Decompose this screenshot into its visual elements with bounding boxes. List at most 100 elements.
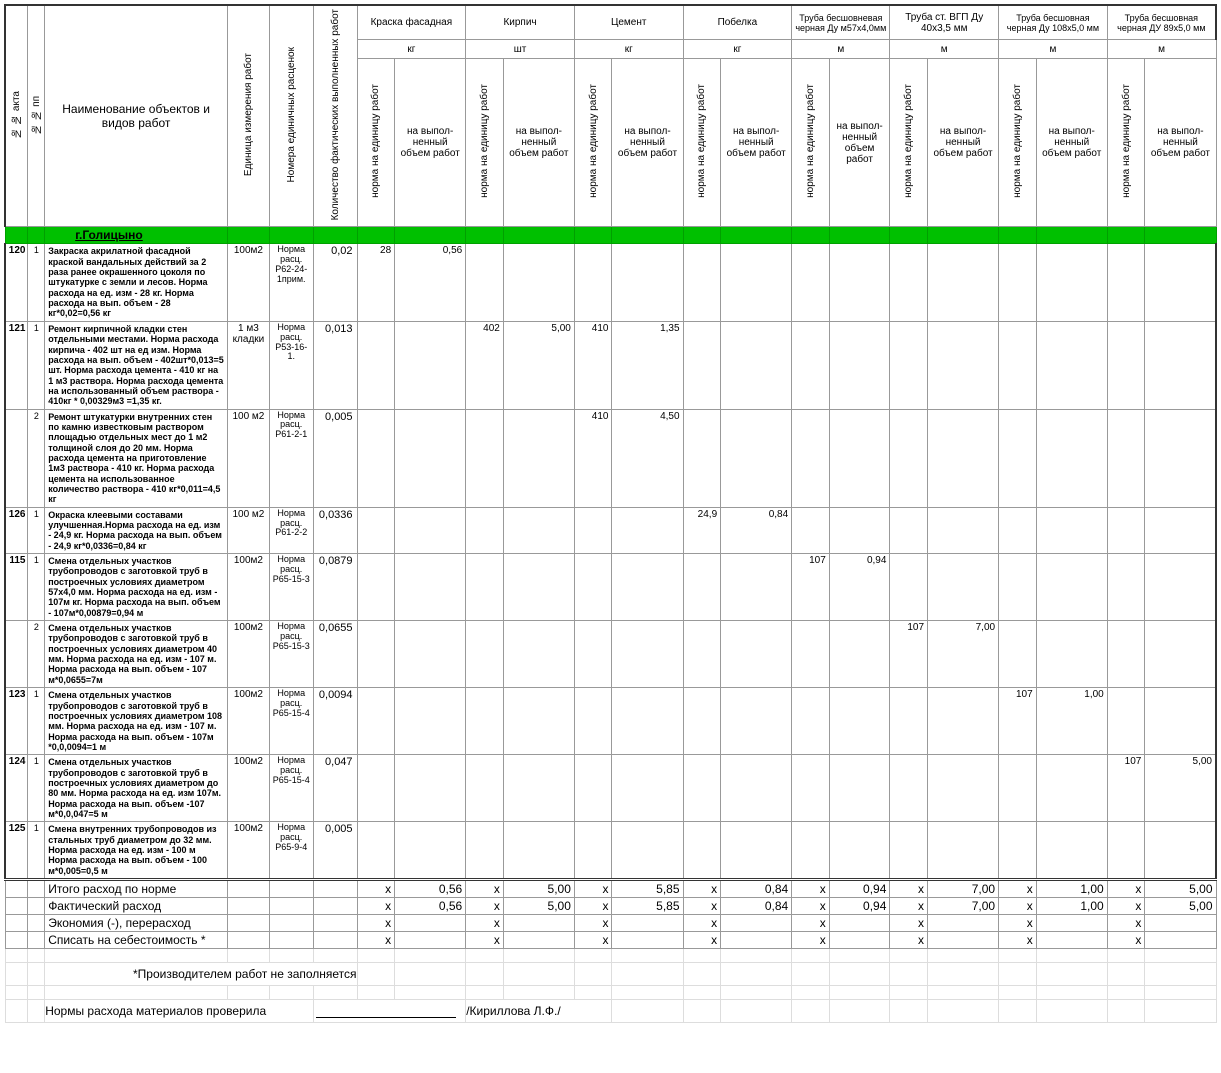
cell-norm-val-0 (357, 621, 395, 688)
summary-val-3: 0,84 (721, 898, 792, 915)
cell-akta: 125 (5, 822, 28, 880)
table-row: 1201Закраска акрилатной фасадной краской… (5, 244, 1216, 321)
cell-done-val-2 (612, 554, 683, 621)
cell-done-val-5 (928, 321, 999, 409)
cell-done-val-0 (395, 321, 466, 409)
cell-norm-val-5 (890, 507, 928, 553)
sub-norm-2: норма на единицу работ (574, 59, 612, 227)
col-norm-no: Номера единичных расценок (286, 45, 297, 184)
cell-done-val-4 (829, 321, 890, 409)
cell-norm-val-3 (683, 755, 721, 822)
cell-norm-val-1 (466, 755, 504, 822)
mat-title-7: Труба бесшовная черная ДУ 89х5,0 мм (1107, 5, 1216, 40)
cell-qty: 0,0336 (313, 507, 357, 553)
summary-x: х (792, 915, 830, 932)
summary-x: х (1107, 880, 1145, 898)
sub-done-6: на выпол-ненный объем работ (1036, 59, 1107, 227)
table-row: 1211Ремонт кирпичной кладки стен отдельн… (5, 321, 1216, 409)
cell-norm-val-3 (683, 409, 721, 507)
summary-x: х (466, 898, 504, 915)
cell-done-val-7 (1145, 554, 1216, 621)
cell-pp: 1 (28, 755, 45, 822)
summary-val-0 (395, 932, 466, 949)
summary-row: Фактический расходх0,56х5,00х5,85х0,84х0… (5, 898, 1216, 915)
summary-val-2: 5,85 (612, 898, 683, 915)
mat-title-3: Побелка (683, 5, 792, 40)
summary-x: х (357, 880, 395, 898)
cell-done-val-2 (612, 822, 683, 880)
cell-desc: Смена отдельных участков трубопроводов с… (45, 554, 228, 621)
cell-norm-val-4 (792, 621, 830, 688)
mat-title-6: Труба бесшовная черная Ду 108х5,0 мм (999, 5, 1108, 40)
summary-x: х (1107, 898, 1145, 915)
summary-val-5 (928, 932, 999, 949)
cell-norm-val-2: 410 (574, 321, 612, 409)
summary-x: х (466, 932, 504, 949)
cell-norm-val-4 (792, 409, 830, 507)
cell-norm-val-7 (1107, 822, 1145, 880)
summary-x: х (890, 932, 928, 949)
mat-title-1: Кирпич (466, 5, 575, 40)
cell-unit: 100м2 (228, 621, 270, 688)
cell-done-val-3 (721, 321, 792, 409)
cell-norm-val-5 (890, 409, 928, 507)
summary-x: х (792, 898, 830, 915)
materials-report-table: № № акта № № пп Наименование объектов и … (4, 4, 1217, 1023)
cell-done-val-0 (395, 755, 466, 822)
summary-val-1: 5,00 (503, 898, 574, 915)
summary-val-6: 1,00 (1036, 880, 1107, 898)
summary-val-3 (721, 915, 792, 932)
cell-done-val-6 (1036, 621, 1107, 688)
cell-norm: Норма расц. Р53-16-1. (269, 321, 313, 409)
cell-norm-val-0 (357, 822, 395, 880)
cell-norm: Норма расц. Р62-24-1прим. (269, 244, 313, 321)
cell-done-val-6 (1036, 822, 1107, 880)
summary-val-4: 0,94 (829, 880, 890, 898)
cell-done-val-7 (1145, 507, 1216, 553)
cell-akta: 124 (5, 755, 28, 822)
summary-val-2: 5,85 (612, 880, 683, 898)
cell-norm-val-6 (999, 621, 1037, 688)
cell-norm-val-6 (999, 822, 1037, 880)
mat-unit-3: кг (683, 40, 792, 59)
cell-done-val-7 (1145, 409, 1216, 507)
cell-done-val-2 (612, 755, 683, 822)
cell-done-val-5 (928, 409, 999, 507)
cell-norm-val-1 (466, 409, 504, 507)
cell-done-val-7 (1145, 244, 1216, 321)
summary-x: х (890, 898, 928, 915)
cell-done-val-3 (721, 688, 792, 755)
col-pp: № № пп (31, 94, 42, 136)
footer-checked-by: /Кириллова Л.Ф./ (466, 1000, 612, 1023)
cell-unit: 100м2 (228, 755, 270, 822)
cell-norm-val-2 (574, 688, 612, 755)
cell-done-val-1 (503, 244, 574, 321)
cell-norm-val-6 (999, 244, 1037, 321)
cell-pp: 1 (28, 554, 45, 621)
cell-done-val-7 (1145, 822, 1216, 880)
summary-x: х (357, 932, 395, 949)
cell-qty: 0,013 (313, 321, 357, 409)
cell-norm-val-3 (683, 244, 721, 321)
cell-done-val-1 (503, 409, 574, 507)
summary-val-2 (612, 915, 683, 932)
summary-x: х (357, 898, 395, 915)
cell-norm-val-2: 410 (574, 409, 612, 507)
summary-label: Итого расход по норме (45, 880, 228, 898)
mat-title-5: Труба ст. ВГП Ду 40х3,5 мм (890, 5, 999, 40)
summary-val-5 (928, 915, 999, 932)
mat-unit-7: м (1107, 40, 1216, 59)
summary-val-0: 0,56 (395, 880, 466, 898)
cell-akta: 123 (5, 688, 28, 755)
cell-done-val-2 (612, 621, 683, 688)
cell-norm: Норма расц. Р65-15-4 (269, 688, 313, 755)
cell-qty: 0,0655 (313, 621, 357, 688)
cell-norm-val-7 (1107, 244, 1145, 321)
summary-val-7 (1145, 915, 1216, 932)
cell-norm-val-5 (890, 554, 928, 621)
summary-val-1 (503, 915, 574, 932)
cell-done-val-5: 7,00 (928, 621, 999, 688)
cell-desc: Смена отдельных участков трубопроводов с… (45, 688, 228, 755)
sub-norm-5: норма на единицу работ (890, 59, 928, 227)
cell-done-val-5 (928, 688, 999, 755)
